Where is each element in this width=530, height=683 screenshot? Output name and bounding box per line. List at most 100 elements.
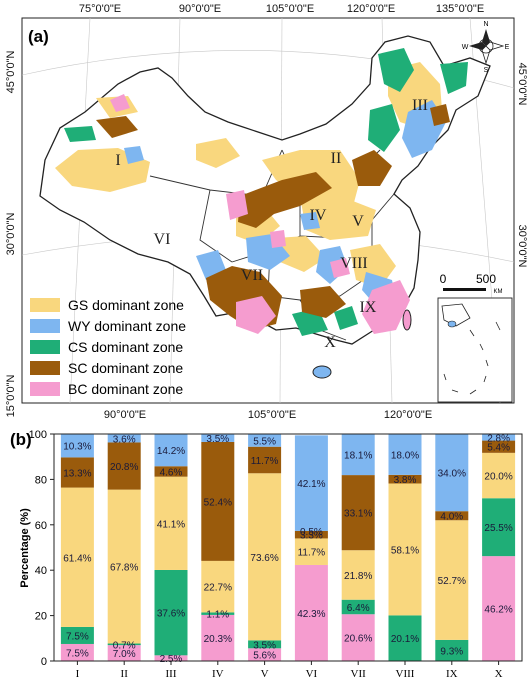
lat-label: 15°0'0"N (5, 375, 17, 418)
hainan-island (312, 365, 332, 379)
bar-segment-sc (60, 457, 94, 488)
bar-segment-cs (248, 640, 282, 649)
lat-label: 45°0'0"N (5, 51, 17, 94)
bar-data-label: 13.3% (63, 468, 91, 479)
bar-data-label: 25.5% (484, 523, 512, 534)
bar-data-label: 4.0% (440, 512, 463, 523)
bar-segment-wy (341, 434, 375, 476)
compass-n: N (483, 21, 488, 28)
compass-rose-icon: N S E W (462, 21, 510, 74)
bar-segment-bc (154, 655, 188, 661)
bar-segment-gs (154, 476, 188, 570)
bar-data-label: 18.0% (391, 450, 419, 461)
bar-data-label: 33.1% (344, 509, 372, 520)
bar-segment-cs (341, 599, 375, 615)
bar-segment-cs (435, 639, 469, 661)
bar-data-label: 3.8% (394, 475, 417, 486)
inset-island (447, 320, 457, 328)
x-tick-label: VII (351, 668, 367, 680)
bar-data-label: 5.4% (487, 443, 510, 454)
bar-data-label: 52.7% (438, 576, 466, 587)
bar-segment-cs (107, 643, 141, 646)
x-tick-label: III (166, 668, 177, 680)
scale-end: 500 (476, 272, 496, 286)
bar-segment-sc (388, 474, 422, 484)
y-tick-label: 40 (35, 565, 47, 577)
scale-line (443, 288, 486, 291)
bar-segment-wy (201, 434, 235, 442)
bar-data-label: 58.1% (391, 545, 419, 556)
legend-label: SC dominant zone (68, 360, 183, 376)
legend-swatch (30, 361, 60, 375)
inset-coastline (441, 303, 471, 327)
zone-label-viii: VIII (340, 255, 368, 272)
zone-label-ix: IX (360, 299, 377, 316)
bar-series (60, 434, 516, 661)
bar-data-label: 42.1% (297, 479, 325, 490)
x-tick-label: IV (212, 668, 224, 680)
bar-data-label: 10.3% (63, 442, 91, 453)
bar-data-label: 5.5% (253, 436, 276, 447)
compass-w: W (462, 44, 469, 51)
x-tick-label: X (495, 668, 503, 680)
bar-data-label: 46.2% (484, 605, 512, 616)
lon-label: 120°0'0"E (384, 409, 432, 421)
legend-label: GS dominant zone (68, 297, 184, 313)
bar-segment-sc (341, 475, 375, 551)
zone-label-i: I (115, 152, 120, 169)
map-panel: (a) 75°0'0"E 90°0'0"E 105°0'0"E 120°0'0"… (5, 3, 528, 421)
bar-data-label: 5.6% (253, 651, 276, 662)
x-tick-label: V (261, 668, 269, 680)
bar-segment-gs (107, 489, 141, 644)
y-tick-label: 20 (35, 611, 47, 623)
bar-segment-wy (107, 434, 141, 443)
bar-segment-wy (435, 434, 469, 512)
y-axis: 0 20 40 60 80 100 (29, 429, 54, 668)
bar-segment-gs (248, 473, 282, 641)
top-longitude-labels: 75°0'0"E 90°0'0"E 105°0'0"E 120°0'0"E 13… (79, 3, 484, 15)
bar-data-label: 41.1% (157, 519, 185, 530)
right-latitude-labels: 45°0'0"N 30°0'0"N (516, 63, 528, 268)
bar-segment-cs (60, 626, 94, 644)
bar-segment-bc (107, 645, 141, 661)
lon-label: 90°0'0"E (104, 409, 146, 421)
bar-data-label: 67.8% (110, 563, 138, 574)
panel-b-label: (b) (10, 430, 32, 449)
bar-data-label: 3.5% (206, 434, 229, 445)
legend-swatch (30, 319, 60, 333)
left-latitude-labels: 45°0'0"N 30°0'0"N 15°0'0"N (5, 51, 17, 418)
bar-segment-bc (294, 564, 328, 661)
map-legend: GS dominant zone WY dominant zone CS domin… (30, 297, 186, 397)
legend-label: BC dominant zone (68, 381, 183, 397)
bar-data-label: 22.7% (204, 583, 232, 594)
y-tick-label: 0 (41, 656, 47, 668)
x-tick-label: I (76, 668, 80, 680)
lon-label: 120°0'0"E (347, 3, 395, 15)
bar-segment-bc (201, 614, 235, 661)
bar-segment-cs (388, 615, 422, 661)
bar-data-label: 2.8% (487, 433, 510, 444)
x-tick-label: II (121, 668, 129, 680)
bar-segment-wy (248, 434, 282, 447)
x-tick-label: VIII (396, 668, 415, 680)
y-tick-label: 100 (29, 429, 47, 441)
bar-data-label: 20.8% (110, 462, 138, 473)
compass-s: S (484, 67, 489, 74)
lat-label: 30°0'0"N (5, 213, 17, 256)
bar-segment-gs (60, 487, 94, 627)
bar-data-label: 20.0% (484, 472, 512, 483)
bar-data-label: 3.3% (300, 531, 323, 542)
bar-data-label: 4.6% (160, 467, 183, 478)
bc-zone-areas (110, 94, 410, 334)
bar-data-label: 37.6% (157, 609, 185, 620)
legend-swatch (30, 382, 60, 396)
lon-label: 135°0'0"E (436, 3, 484, 15)
legend-swatch (30, 298, 60, 312)
x-tick-label: VI (306, 668, 318, 680)
bar-data-label: 14.2% (157, 446, 185, 457)
lon-label: 90°0'0"E (179, 3, 221, 15)
lon-label: 75°0'0"E (79, 3, 121, 15)
bar-segment-gs (435, 520, 469, 640)
